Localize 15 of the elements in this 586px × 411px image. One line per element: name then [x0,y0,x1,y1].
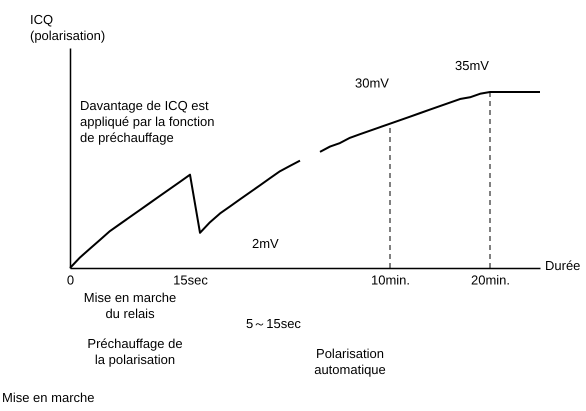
x-tick-label: 0 [66,272,74,288]
annotation: 2mV [252,236,280,251]
annotation: 35mV [455,58,490,73]
x-tick-label: 15sec [173,272,208,288]
x-axis-title: Durée [545,258,580,273]
text: Mise en marche [2,390,94,405]
y-axis-title: ICQ (polarisation) [30,12,106,43]
text: Mise en marche du relais [84,290,176,321]
text: Préchauffage de la polarisation [87,336,183,367]
x-tick-label: 10min. [370,272,410,288]
text: 5～15sec [246,316,302,331]
x-tick-label: 20min. [470,272,510,288]
annotation: 30mV [355,76,390,91]
annotation: Davantage de ICQ est appliqué par la fonction de préchauffage [80,98,214,145]
text: Polarisation automatique [314,346,386,377]
